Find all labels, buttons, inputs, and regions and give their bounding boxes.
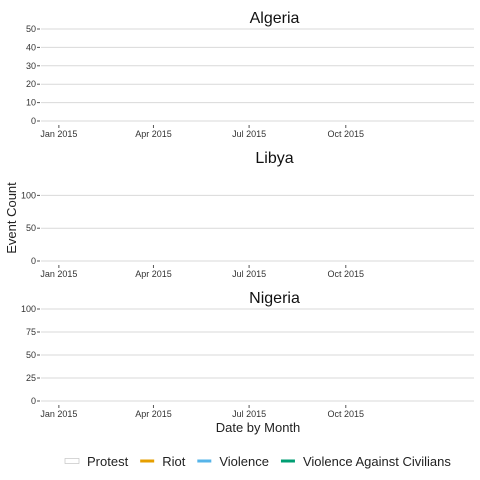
y-tick-label: 10 (26, 98, 36, 108)
x-tick-label: Jul 2015 (232, 269, 266, 279)
y-tick-label: 100 (21, 190, 36, 200)
chart-panels: Algeria 0 10 20 30 40 50 Jan 2015 Apr 2015 Jul 20… (21, 10, 474, 419)
legend-label: Violence (219, 454, 269, 469)
panel-nigeria: Nigeria 0 25 50 75 100 Jan 2015 Apr 2015 Jul 201… (21, 290, 474, 419)
y-axis-title: Event Count (4, 182, 19, 254)
legend: Protest Riot Violence Violence Against Civi… (64, 454, 451, 469)
y-tick-label: 50 (26, 24, 36, 34)
y-tick-label: 0 (31, 256, 36, 266)
y-tick-label: 75 (26, 327, 36, 337)
legend-item: Violence Against Civilians (280, 454, 451, 469)
x-tick-label: Oct 2015 (328, 409, 365, 419)
legend-label: Violence Against Civilians (303, 454, 451, 469)
legend-label: Riot (162, 454, 186, 469)
y-tick-label: 20 (26, 79, 36, 89)
y-tick-label: 0 (31, 396, 36, 406)
x-axis-title: Date by Month (216, 420, 301, 435)
panel-libya: Libya 0 50 100 Jan 2015 Apr 2015 Jul 2015 Oct 2… (21, 150, 474, 279)
panel-title: Nigeria (249, 290, 300, 307)
x-tick-label: Apr 2015 (135, 129, 172, 139)
x-tick-label: Apr 2015 (135, 269, 172, 279)
legend-item: Protest (64, 454, 129, 469)
legend-item: Violence (197, 454, 269, 469)
x-tick-label: Apr 2015 (135, 409, 172, 419)
y-tick-label: 25 (26, 373, 36, 383)
y-tick-label: 0 (31, 116, 36, 126)
x-tick-label: Jan 2015 (40, 409, 77, 419)
x-tick-label: Oct 2015 (328, 129, 365, 139)
y-tick-label: 100 (21, 304, 36, 314)
y-tick-label: 50 (26, 350, 36, 360)
legend-key-outline (64, 458, 80, 464)
legend-label: Protest (87, 454, 129, 469)
y-tick-label: 40 (26, 42, 36, 52)
x-tick-label: Oct 2015 (328, 269, 365, 279)
panel-title: Libya (255, 150, 293, 167)
legend-item: Riot (140, 454, 186, 469)
x-tick-label: Jul 2015 (232, 129, 266, 139)
y-tick-label: 50 (26, 223, 36, 233)
x-tick-label: Jan 2015 (40, 129, 77, 139)
panel-algeria: Algeria 0 10 20 30 40 50 Jan 2015 Apr 2015 Jul 20… (26, 10, 474, 139)
x-tick-label: Jul 2015 (232, 409, 266, 419)
y-tick-label: 30 (26, 61, 36, 71)
panel-title: Algeria (250, 10, 300, 27)
x-tick-label: Jan 2015 (40, 269, 77, 279)
